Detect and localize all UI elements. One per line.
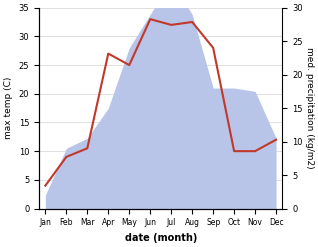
Y-axis label: med. precipitation (kg/m2): med. precipitation (kg/m2) [305,47,314,169]
X-axis label: date (month): date (month) [125,233,197,243]
Y-axis label: max temp (C): max temp (C) [4,77,13,139]
